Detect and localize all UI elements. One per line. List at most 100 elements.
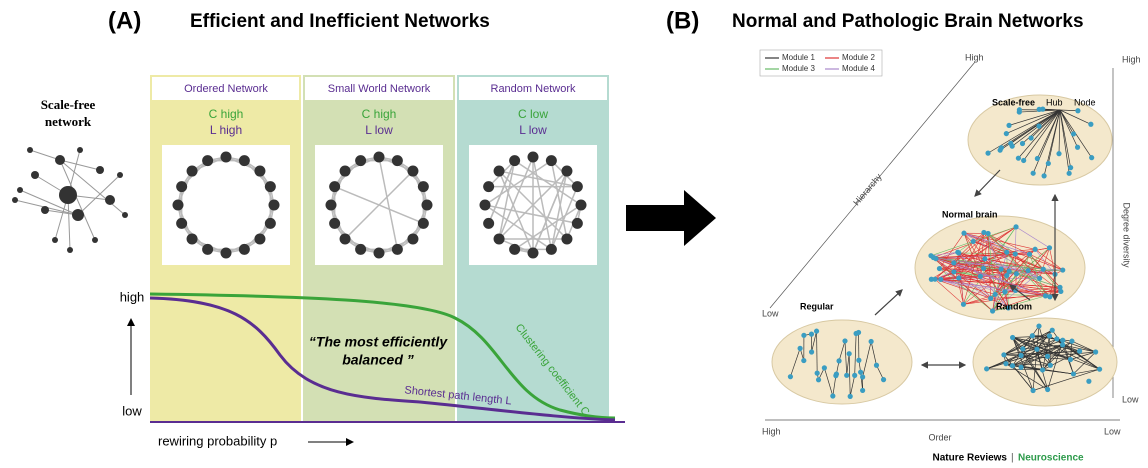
panel-title: Efficient and Inefficient Networks: [190, 11, 490, 32]
network-node: [509, 155, 520, 166]
network-node: [72, 209, 84, 221]
network-label: network: [45, 114, 92, 129]
big-arrow: [626, 190, 716, 246]
node-label: Node: [1074, 97, 1096, 107]
network-node: [77, 147, 83, 153]
network-node: [265, 218, 276, 229]
network-node: [572, 181, 583, 192]
brain-node: [1025, 268, 1030, 273]
network-node: [202, 244, 213, 255]
brain-node: [852, 373, 857, 378]
panel-label: (A): [108, 7, 141, 34]
network-node: [17, 187, 23, 193]
x-axis-label: rewiring probability p: [158, 433, 277, 448]
network-node: [509, 244, 520, 255]
network-node: [59, 186, 77, 204]
brain-node: [1033, 247, 1038, 252]
brain-node: [1071, 131, 1076, 136]
brain-node: [1036, 323, 1041, 328]
legend-label: Module 3: [782, 64, 815, 73]
brain-node: [1068, 357, 1073, 362]
brain-node: [990, 308, 995, 313]
brain-node: [981, 266, 986, 271]
credit: Neuroscience: [1018, 453, 1084, 464]
network-node: [187, 233, 198, 244]
brain-node: [999, 145, 1004, 150]
network-node: [326, 200, 337, 211]
brain-node: [1047, 294, 1052, 299]
brain-node: [1068, 165, 1073, 170]
brain-node: [1043, 293, 1048, 298]
network-node: [52, 237, 58, 243]
brain-node: [856, 358, 861, 363]
brain-node: [1060, 267, 1065, 272]
brain-node: [1018, 353, 1023, 358]
y-low: low: [122, 403, 142, 418]
network-node: [27, 147, 33, 153]
y-high: high: [120, 289, 145, 304]
brain-node: [858, 370, 863, 375]
network-node: [96, 166, 104, 174]
brain-node: [869, 339, 874, 344]
network-node: [340, 233, 351, 244]
brain-node: [956, 275, 961, 280]
brain-node: [816, 377, 821, 382]
brain-node: [1093, 349, 1098, 354]
l-label: L low: [519, 123, 547, 137]
brain-node: [814, 329, 819, 334]
brain-label: Random: [996, 301, 1032, 311]
network-node: [221, 248, 232, 259]
brain-node: [1013, 251, 1018, 256]
brain-node: [844, 373, 849, 378]
axis-title: Hierarchy: [851, 171, 884, 207]
brain-node: [1037, 107, 1042, 112]
network-node: [480, 200, 491, 211]
brain-node: [982, 256, 987, 261]
brain-node: [1042, 173, 1047, 178]
network-node: [418, 218, 429, 229]
figure: (A) Efficient and Inefficient Networks S…: [0, 0, 1148, 468]
column-title: Small World Network: [328, 83, 431, 95]
brain-node: [985, 231, 990, 236]
brain-node: [961, 302, 966, 307]
brain-node: [822, 365, 827, 370]
network-node: [239, 244, 250, 255]
brain-label: Regular: [800, 301, 834, 311]
legend-label: Module 1: [782, 53, 815, 62]
network-node: [221, 152, 232, 163]
brain-node: [955, 250, 960, 255]
brain-node: [1046, 161, 1051, 166]
brain-node: [1006, 123, 1011, 128]
l-label: L low: [365, 123, 393, 137]
brain-node: [1056, 151, 1061, 156]
brain-node: [937, 266, 942, 271]
l-label: L high: [210, 123, 242, 137]
network-node: [254, 233, 265, 244]
columns: Ordered Network C high L high Small World N…: [162, 83, 597, 265]
brain-node: [1045, 387, 1050, 392]
brain-node: [874, 363, 879, 368]
brain-node: [836, 358, 841, 363]
brain-node: [1016, 156, 1021, 161]
network-node: [265, 181, 276, 192]
brain-label: Scale-free: [992, 97, 1035, 107]
network-node: [374, 248, 385, 259]
c-label: C high: [362, 107, 397, 121]
brain-node: [1050, 328, 1055, 333]
credit: Nature Reviews: [933, 453, 1008, 464]
brain-node: [999, 267, 1004, 272]
brain-node: [1021, 158, 1026, 163]
column-title: Ordered Network: [184, 83, 268, 95]
network-node: [418, 181, 429, 192]
brain-node: [1034, 347, 1039, 352]
arrow: [875, 290, 902, 315]
brain-node: [1010, 335, 1015, 340]
axis-title: Degree diversity: [1122, 202, 1132, 268]
brain: [772, 320, 912, 404]
brain-node: [951, 269, 956, 274]
network-node: [572, 218, 583, 229]
network-node: [12, 197, 18, 203]
network-node: [561, 166, 572, 177]
brain-node: [1075, 108, 1080, 113]
network-node: [187, 166, 198, 177]
